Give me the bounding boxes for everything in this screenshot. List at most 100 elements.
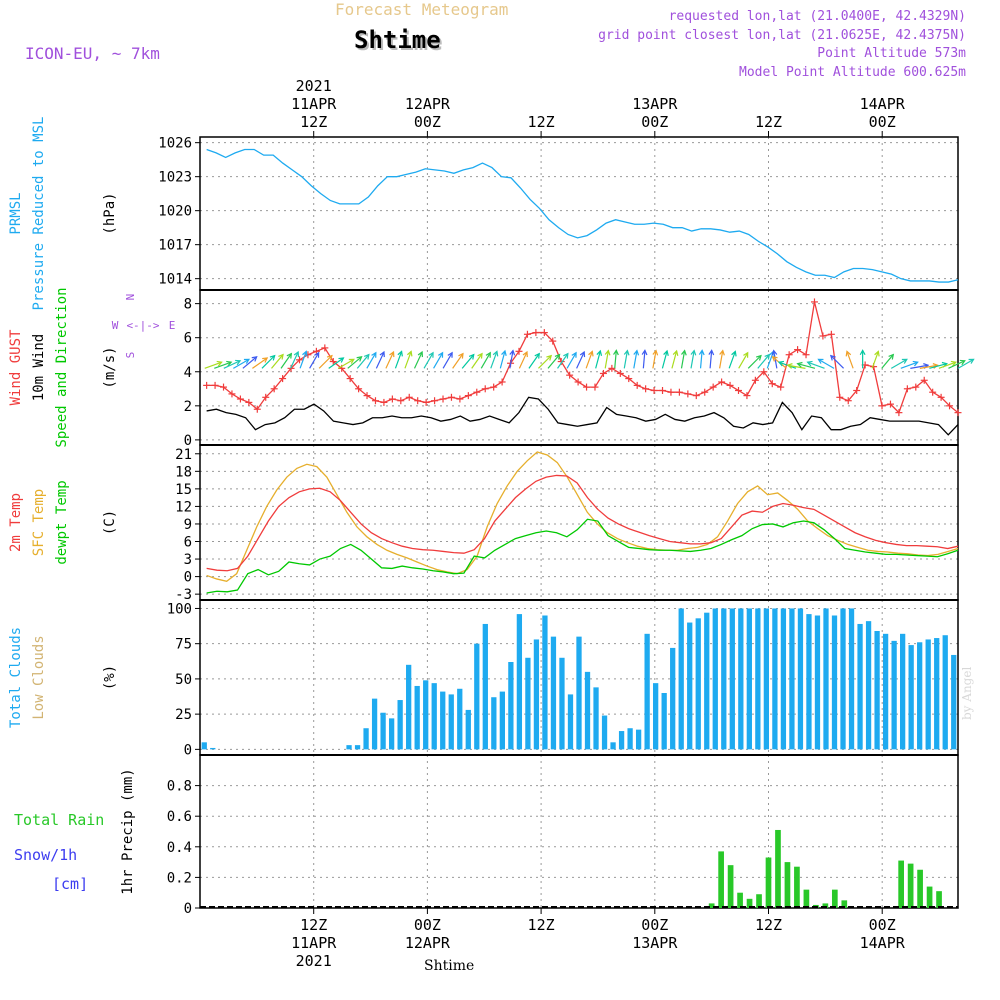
wind-direction-arrow [490, 351, 498, 369]
wind-direction-arrow [871, 351, 879, 369]
rain-bar [794, 866, 800, 908]
total-clouds-bar [635, 729, 642, 750]
y-tick-label: 0.8 [167, 779, 192, 795]
temp-2m-line [206, 474, 959, 572]
wind-direction-arrow [661, 350, 668, 369]
total-clouds-bar [457, 688, 463, 750]
y-tick-label: 1014 [158, 272, 192, 288]
wind-direction-arrow [375, 351, 385, 369]
bottom-time-label: 00Z [414, 916, 441, 934]
y-tick-label: 75 [175, 637, 192, 653]
wind-direction-arrowhead [777, 360, 785, 367]
rain-bar [841, 900, 848, 908]
total-clouds-bar [780, 608, 787, 750]
compass-west: W [112, 319, 119, 332]
total-clouds-bar [550, 636, 557, 750]
wind-direction-arrowhead [829, 354, 836, 361]
total-clouds-bar [525, 657, 531, 750]
wind-direction-arrow [252, 357, 268, 369]
bottom-time-label: 12Z [528, 916, 555, 934]
wind-direction-arrowhead [731, 350, 737, 357]
wind-direction-arrowhead [485, 351, 491, 358]
bottom-time-label: 12Z [300, 916, 327, 934]
compass-arrows: <-|-> [126, 319, 159, 332]
model-altitude: Model Point Altitude 600.625m [739, 65, 966, 80]
rain-bar [831, 889, 838, 908]
wind-direction-arrowhead [356, 355, 363, 362]
point-altitude: Point Altitude 573m [817, 46, 966, 61]
y-tick-label: 6 [184, 535, 192, 551]
wind-direction-arrowhead [338, 357, 345, 363]
wind-direction-arrow [233, 358, 250, 369]
total-clouds-bar [644, 633, 650, 750]
wind-speed-line [206, 396, 959, 436]
top-time-label: 12Z [528, 113, 555, 131]
rain-bar [708, 903, 715, 908]
total-clouds-bar [610, 742, 616, 750]
wind-direction-arrow [890, 358, 908, 369]
total-clouds-bar [865, 621, 872, 750]
y-axis-label: (%) [102, 665, 118, 690]
chart-subtitle: Forecast Meteogram [335, 0, 509, 19]
wind-direction-arrow [538, 355, 552, 369]
top-time-label: 12Z [755, 113, 782, 131]
y-tick-label: 0.6 [167, 809, 192, 825]
wind-direction-arrowhead [588, 350, 594, 357]
total-clouds-bar [814, 615, 821, 750]
wind-direction-arrow [830, 355, 845, 369]
top-time-label: 2021 [296, 77, 332, 95]
wind-direction-arrow [518, 351, 528, 369]
wind-direction-arrow [299, 351, 307, 369]
total-clouds-bar [848, 608, 855, 750]
y-axis-label: 1hr Precip (mm) [120, 768, 136, 894]
y-tick-label: 25 [175, 707, 192, 723]
total-clouds-bar [508, 662, 514, 750]
wind-direction-arrow [566, 352, 577, 369]
wind-direction-arrowhead [698, 349, 705, 356]
y-tick-label: 1017 [158, 238, 192, 254]
wind-direction-arrow [366, 352, 377, 369]
wind-direction-arrow [881, 354, 894, 369]
total-clouds-bar [465, 709, 471, 750]
wind-direction-arrowhead [596, 349, 603, 356]
wind-direction-arrow [480, 352, 491, 369]
wind-direction-arrow [242, 356, 258, 369]
total-clouds-bar [423, 680, 429, 750]
y-tick-label: 1023 [158, 170, 192, 186]
wind-direction-arrow [385, 351, 395, 369]
wind-direction-arrowhead [604, 349, 611, 356]
total-clouds-bar [746, 608, 752, 750]
rain-bar [727, 865, 734, 908]
top-time-label: 00Z [414, 113, 441, 131]
wind-direction-arrowhead [796, 361, 803, 368]
wind-direction-arrow [652, 350, 657, 369]
wind-direction-arrow [910, 364, 929, 369]
wind-direction-arrow [404, 351, 412, 369]
dewpoint-line [206, 518, 959, 594]
top-time-label: 12APR [405, 95, 451, 113]
bottom-time-label: 00Z [641, 916, 668, 934]
total-clouds-bar [516, 614, 523, 750]
wind-direction-arrow [818, 358, 835, 369]
wind-direction-arrowhead [534, 352, 540, 359]
snow-unit-label: [cm] [52, 875, 88, 893]
wind-direction-arrow [614, 350, 617, 369]
wind-direction-arrow [499, 350, 506, 369]
wind-direction-arrowhead [563, 352, 569, 359]
wind-direction-arrow [394, 351, 403, 369]
y-tick-label: 1020 [158, 204, 192, 220]
total-clouds-bar [388, 718, 395, 750]
wind-direction-arrow [347, 356, 362, 369]
total-clouds-bar [542, 615, 548, 750]
wind-direction-arrow [442, 352, 453, 369]
wind-direction-arrowhead [363, 353, 370, 360]
wind-direction-arrow [709, 350, 713, 369]
total-clouds-bar [593, 687, 599, 750]
wind-direction-arrowhead [458, 352, 464, 359]
total-clouds-bar [874, 631, 880, 750]
rain-bar [926, 886, 933, 908]
wind-direction-arrow [461, 354, 475, 369]
total-clouds-bar [738, 608, 744, 750]
total-clouds-bar [576, 636, 582, 750]
